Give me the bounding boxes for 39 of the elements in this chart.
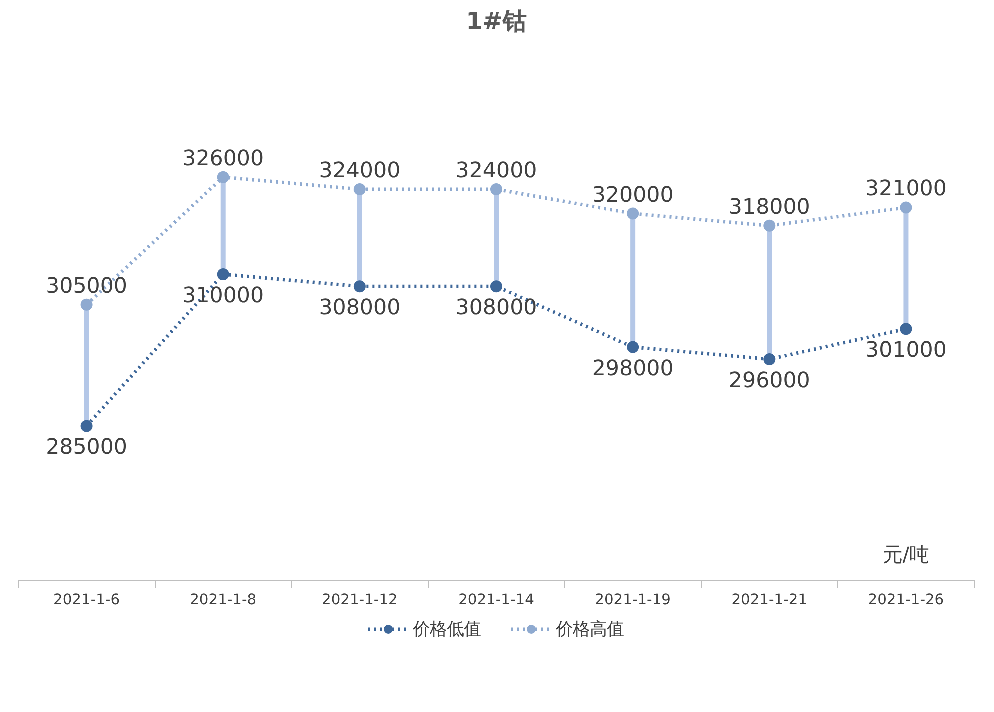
text: 元/吨 <box>882 542 930 566</box>
chart-title: 1#钴 <box>466 8 527 36</box>
x-tick-label: 2021-1-21 <box>732 592 808 608</box>
data-label: 298000 <box>592 356 674 382</box>
x-tick-label: 2021-1-14 <box>458 592 534 608</box>
point <box>764 353 776 366</box>
data-label: 305000 <box>46 274 128 299</box>
x-tick-label: 2021-1-8 <box>190 592 257 608</box>
point <box>80 298 93 311</box>
point <box>900 323 912 336</box>
data-label: 308000 <box>456 296 538 321</box>
point <box>80 420 93 432</box>
data-label: 320000 <box>592 182 674 208</box>
point <box>354 280 366 293</box>
x-tick-label: 2021-1-12 <box>322 592 398 608</box>
data-label: 308000 <box>319 296 401 321</box>
point <box>900 202 912 214</box>
point <box>490 184 502 196</box>
point <box>217 171 230 184</box>
point <box>217 268 230 280</box>
data-label: 285000 <box>46 435 128 460</box>
x-tick-label: 2021-1-26 <box>868 592 944 608</box>
data-label: 318000 <box>728 194 810 220</box>
data-label: 324000 <box>319 158 401 184</box>
point <box>627 341 640 354</box>
x-tick-label: 2021-1-19 <box>595 592 672 608</box>
data-label: 301000 <box>866 338 947 364</box>
point <box>627 208 640 220</box>
data-label: 310000 <box>182 283 264 308</box>
point <box>490 280 502 293</box>
x-tick-label: 2021-1-6 <box>54 592 120 608</box>
legend-label: 价格低值 <box>413 619 481 641</box>
data-label: 324000 <box>456 158 538 184</box>
data-label: 326000 <box>182 146 264 172</box>
legend-label: 价格高值 <box>556 619 624 641</box>
point <box>764 220 776 232</box>
data-label: 296000 <box>728 368 810 394</box>
data-label: 321000 <box>866 176 947 202</box>
point <box>354 184 366 196</box>
